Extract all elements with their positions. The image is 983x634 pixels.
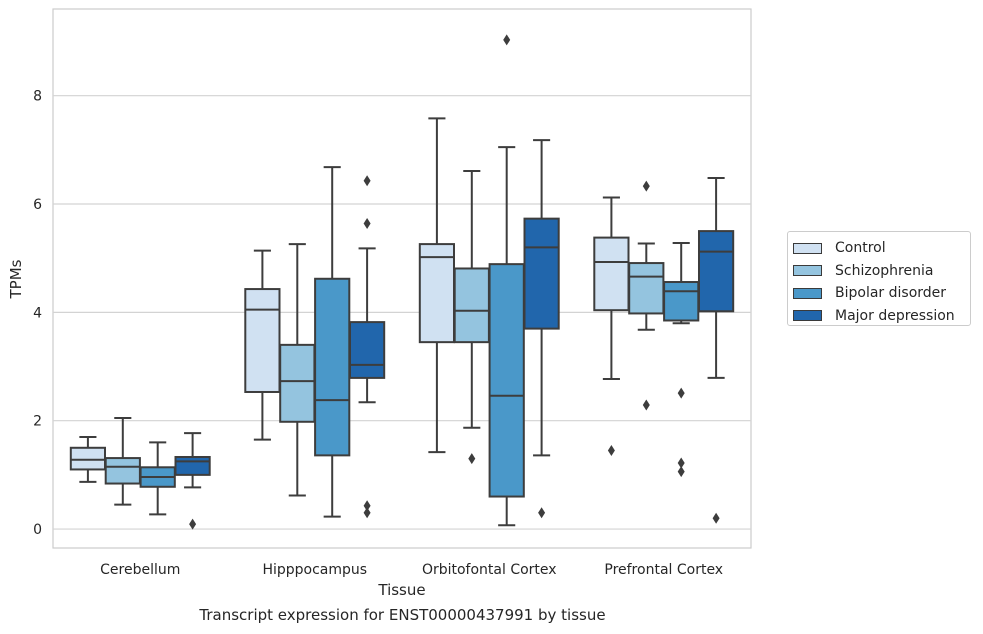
x-tick-label: Orbitofontal Cortex: [422, 562, 557, 578]
legend-swatch: [793, 310, 822, 322]
box-iqr: [244, 288, 281, 393]
y-tick-label: 4: [33, 305, 42, 321]
y-tick-label: 0: [33, 522, 42, 538]
box: [244, 249, 281, 441]
box-iqr: [314, 277, 351, 457]
outlier-point: [468, 453, 476, 465]
x-tick-label: Hipppocampus: [262, 562, 367, 578]
outlier-point: [363, 500, 371, 512]
box-iqr: [418, 243, 456, 344]
outlier-point: [189, 518, 197, 530]
y-tick-labels: 0 2 4 6 8: [33, 89, 42, 538]
box-iqr: [628, 262, 665, 315]
legend-item: Control: [793, 237, 970, 260]
chart-caption: Transcript expression for ENST0000043799…: [199, 606, 606, 624]
legend-label: Control: [835, 240, 886, 257]
box: [418, 117, 456, 454]
box: [174, 432, 211, 530]
outlier-point: [363, 218, 371, 230]
box: [453, 169, 490, 465]
box-iqr: [697, 230, 735, 313]
box: [139, 441, 176, 516]
legend-swatch: [793, 242, 822, 254]
y-tick-label: 2: [33, 414, 42, 430]
outlier-point: [503, 34, 511, 46]
gridlines: [53, 95, 751, 530]
x-tick-label: Cerebellum: [100, 562, 180, 578]
outlier-point: [642, 180, 650, 192]
series-schizophrenia: [104, 169, 665, 506]
box: [104, 416, 141, 506]
box-iqr: [488, 263, 525, 498]
x-tick-labels: Cerebellum Hipppocampus Orbitofontal Corte…: [100, 562, 723, 578]
box: [314, 166, 351, 518]
outlier-point: [677, 387, 685, 399]
box: [488, 34, 525, 527]
box: [348, 175, 386, 519]
outlier-point: [607, 444, 615, 456]
outlier-point: [538, 507, 546, 519]
box: [523, 139, 560, 519]
outlier-point: [677, 466, 685, 478]
legend-swatch: [793, 265, 822, 277]
legend-label: Schizophrenia: [835, 262, 934, 279]
series-bipolar-disorder: [139, 34, 700, 527]
legend-item: Bipolar disorder: [793, 282, 970, 305]
legend: Control Schizophrenia Bipolar disorder Majo…: [787, 231, 971, 326]
box-iqr: [174, 455, 211, 476]
legend-label: Major depression: [835, 307, 955, 324]
outlier-point: [363, 175, 371, 187]
box: [279, 243, 316, 497]
box-iqr: [593, 236, 630, 312]
x-tick-label: Prefrontal Cortex: [604, 562, 723, 578]
y-tick-label: 6: [33, 197, 42, 213]
legend-swatch: [793, 287, 822, 299]
outlier-point: [677, 457, 685, 469]
box: [69, 435, 107, 483]
box-series: [69, 34, 735, 530]
y-axis-label: TPMs: [7, 259, 25, 299]
box-iqr: [348, 321, 386, 379]
box-iqr: [104, 457, 141, 485]
x-axis-label: Tissue: [377, 581, 425, 599]
series-major-depression: [174, 139, 735, 530]
box-iqr: [523, 217, 560, 330]
box: [697, 177, 735, 524]
box-iqr: [663, 281, 700, 322]
legend-item: Major depression: [793, 305, 970, 328]
series-control: [69, 117, 630, 483]
legend-item: Schizophrenia: [793, 260, 970, 283]
outlier-point: [642, 399, 650, 411]
box: [593, 196, 630, 456]
box-iqr: [279, 343, 316, 423]
box-iqr: [69, 446, 107, 471]
outlier-point: [363, 507, 371, 519]
outlier-point: [712, 512, 720, 524]
box-iqr: [453, 267, 490, 344]
box: [663, 242, 700, 478]
legend-label: Bipolar disorder: [835, 285, 947, 302]
y-tick-label: 8: [33, 89, 42, 105]
